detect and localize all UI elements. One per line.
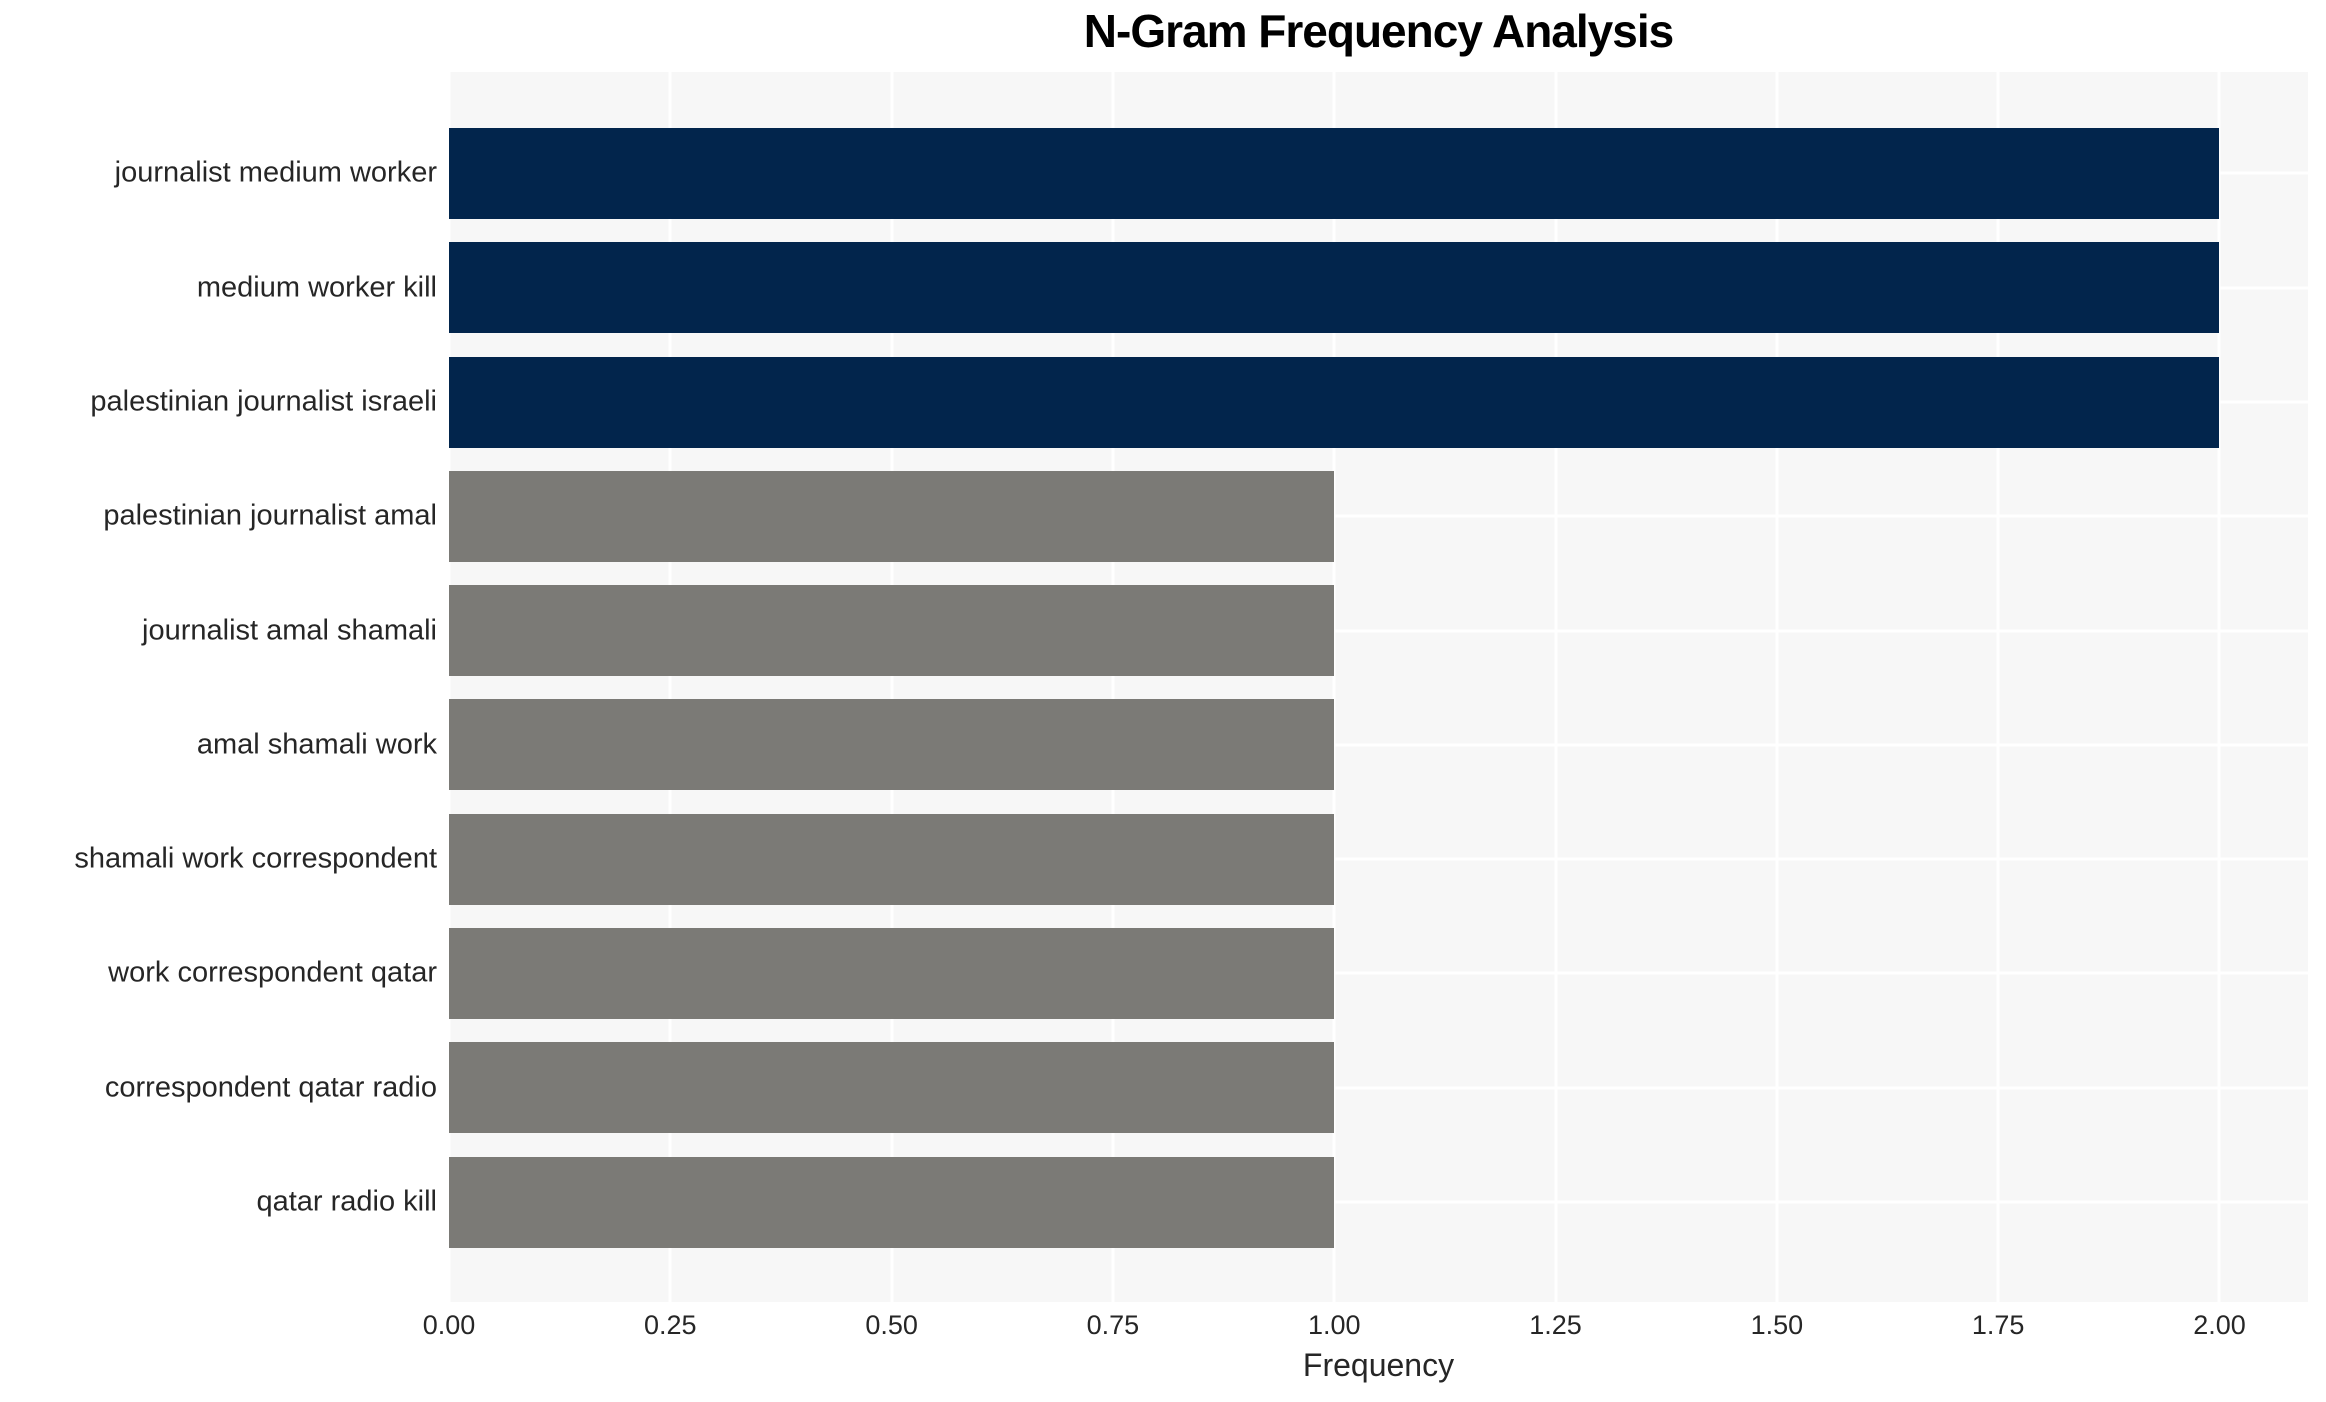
bar bbox=[449, 813, 1335, 905]
y-tick-label: correspondent qatar radio bbox=[104, 1071, 437, 1104]
y-tick-label: palestinian journalist israeli bbox=[90, 385, 437, 418]
horizontal-gridline bbox=[449, 629, 2308, 633]
vertical-gridline bbox=[447, 72, 451, 1302]
vertical-gridline bbox=[2217, 72, 2221, 1302]
vertical-gridline bbox=[1332, 72, 1336, 1302]
horizontal-gridline bbox=[449, 1200, 2308, 1204]
vertical-gridline bbox=[890, 72, 894, 1302]
vertical-gridline bbox=[1996, 72, 2000, 1302]
horizontal-gridline bbox=[449, 1086, 2308, 1090]
y-tick-label: work correspondent qatar bbox=[108, 956, 437, 989]
y-tick-label: journalist amal shamali bbox=[142, 614, 437, 647]
vertical-gridline bbox=[1554, 72, 1558, 1302]
bar bbox=[449, 927, 1335, 1019]
x-tick-label: 1.50 bbox=[1750, 1310, 1804, 1340]
x-tick-label: 0.75 bbox=[1086, 1310, 1140, 1340]
horizontal-gridline bbox=[449, 743, 2308, 747]
x-tick-label: 1.00 bbox=[1307, 1310, 1361, 1340]
y-tick-label: shamali work correspondent bbox=[74, 842, 437, 875]
bar bbox=[449, 470, 1335, 562]
y-tick-label: palestinian journalist amal bbox=[103, 499, 437, 532]
vertical-gridline bbox=[668, 72, 672, 1302]
bar bbox=[449, 356, 2220, 448]
x-axis-tick-labels: 0.00 0.25 0.50 0.75 1.00 1.25 1.50 1.75 2.00 bbox=[423, 1310, 2308, 1352]
x-tick-label: 0.50 bbox=[865, 1310, 918, 1340]
bar bbox=[449, 242, 2220, 334]
bar bbox=[449, 1156, 1335, 1248]
vertical-gridline bbox=[1775, 72, 1779, 1302]
bar bbox=[449, 128, 2220, 219]
x-tick-label: 1.75 bbox=[1971, 1310, 2025, 1340]
vertical-gridline bbox=[1111, 72, 1115, 1302]
x-tick-label: 2.00 bbox=[2193, 1310, 2246, 1340]
x-axis-label: Frequency bbox=[1302, 1347, 1455, 1383]
bar bbox=[449, 585, 1335, 677]
x-tick-label: 1.25 bbox=[1529, 1310, 1582, 1340]
chart-title: N-Gram Frequency Analysis bbox=[1083, 5, 1674, 57]
y-tick-label: amal shamali work bbox=[196, 728, 437, 761]
bar bbox=[449, 699, 1335, 791]
y-axis-labels: journalist medium worker medium worker ki… bbox=[0, 72, 437, 1302]
horizontal-gridline bbox=[449, 971, 2308, 975]
x-tick-label: 0.00 bbox=[422, 1310, 476, 1340]
y-tick-label: qatar radio kill bbox=[256, 1185, 437, 1218]
horizontal-gridline bbox=[449, 857, 2308, 861]
horizontal-gridline bbox=[449, 514, 2308, 518]
plot-area bbox=[447, 72, 2308, 1302]
y-tick-label: journalist medium worker bbox=[114, 156, 437, 189]
y-tick-label: medium worker kill bbox=[196, 271, 437, 304]
x-tick-label: 0.25 bbox=[644, 1310, 697, 1340]
bar bbox=[449, 1042, 1335, 1134]
